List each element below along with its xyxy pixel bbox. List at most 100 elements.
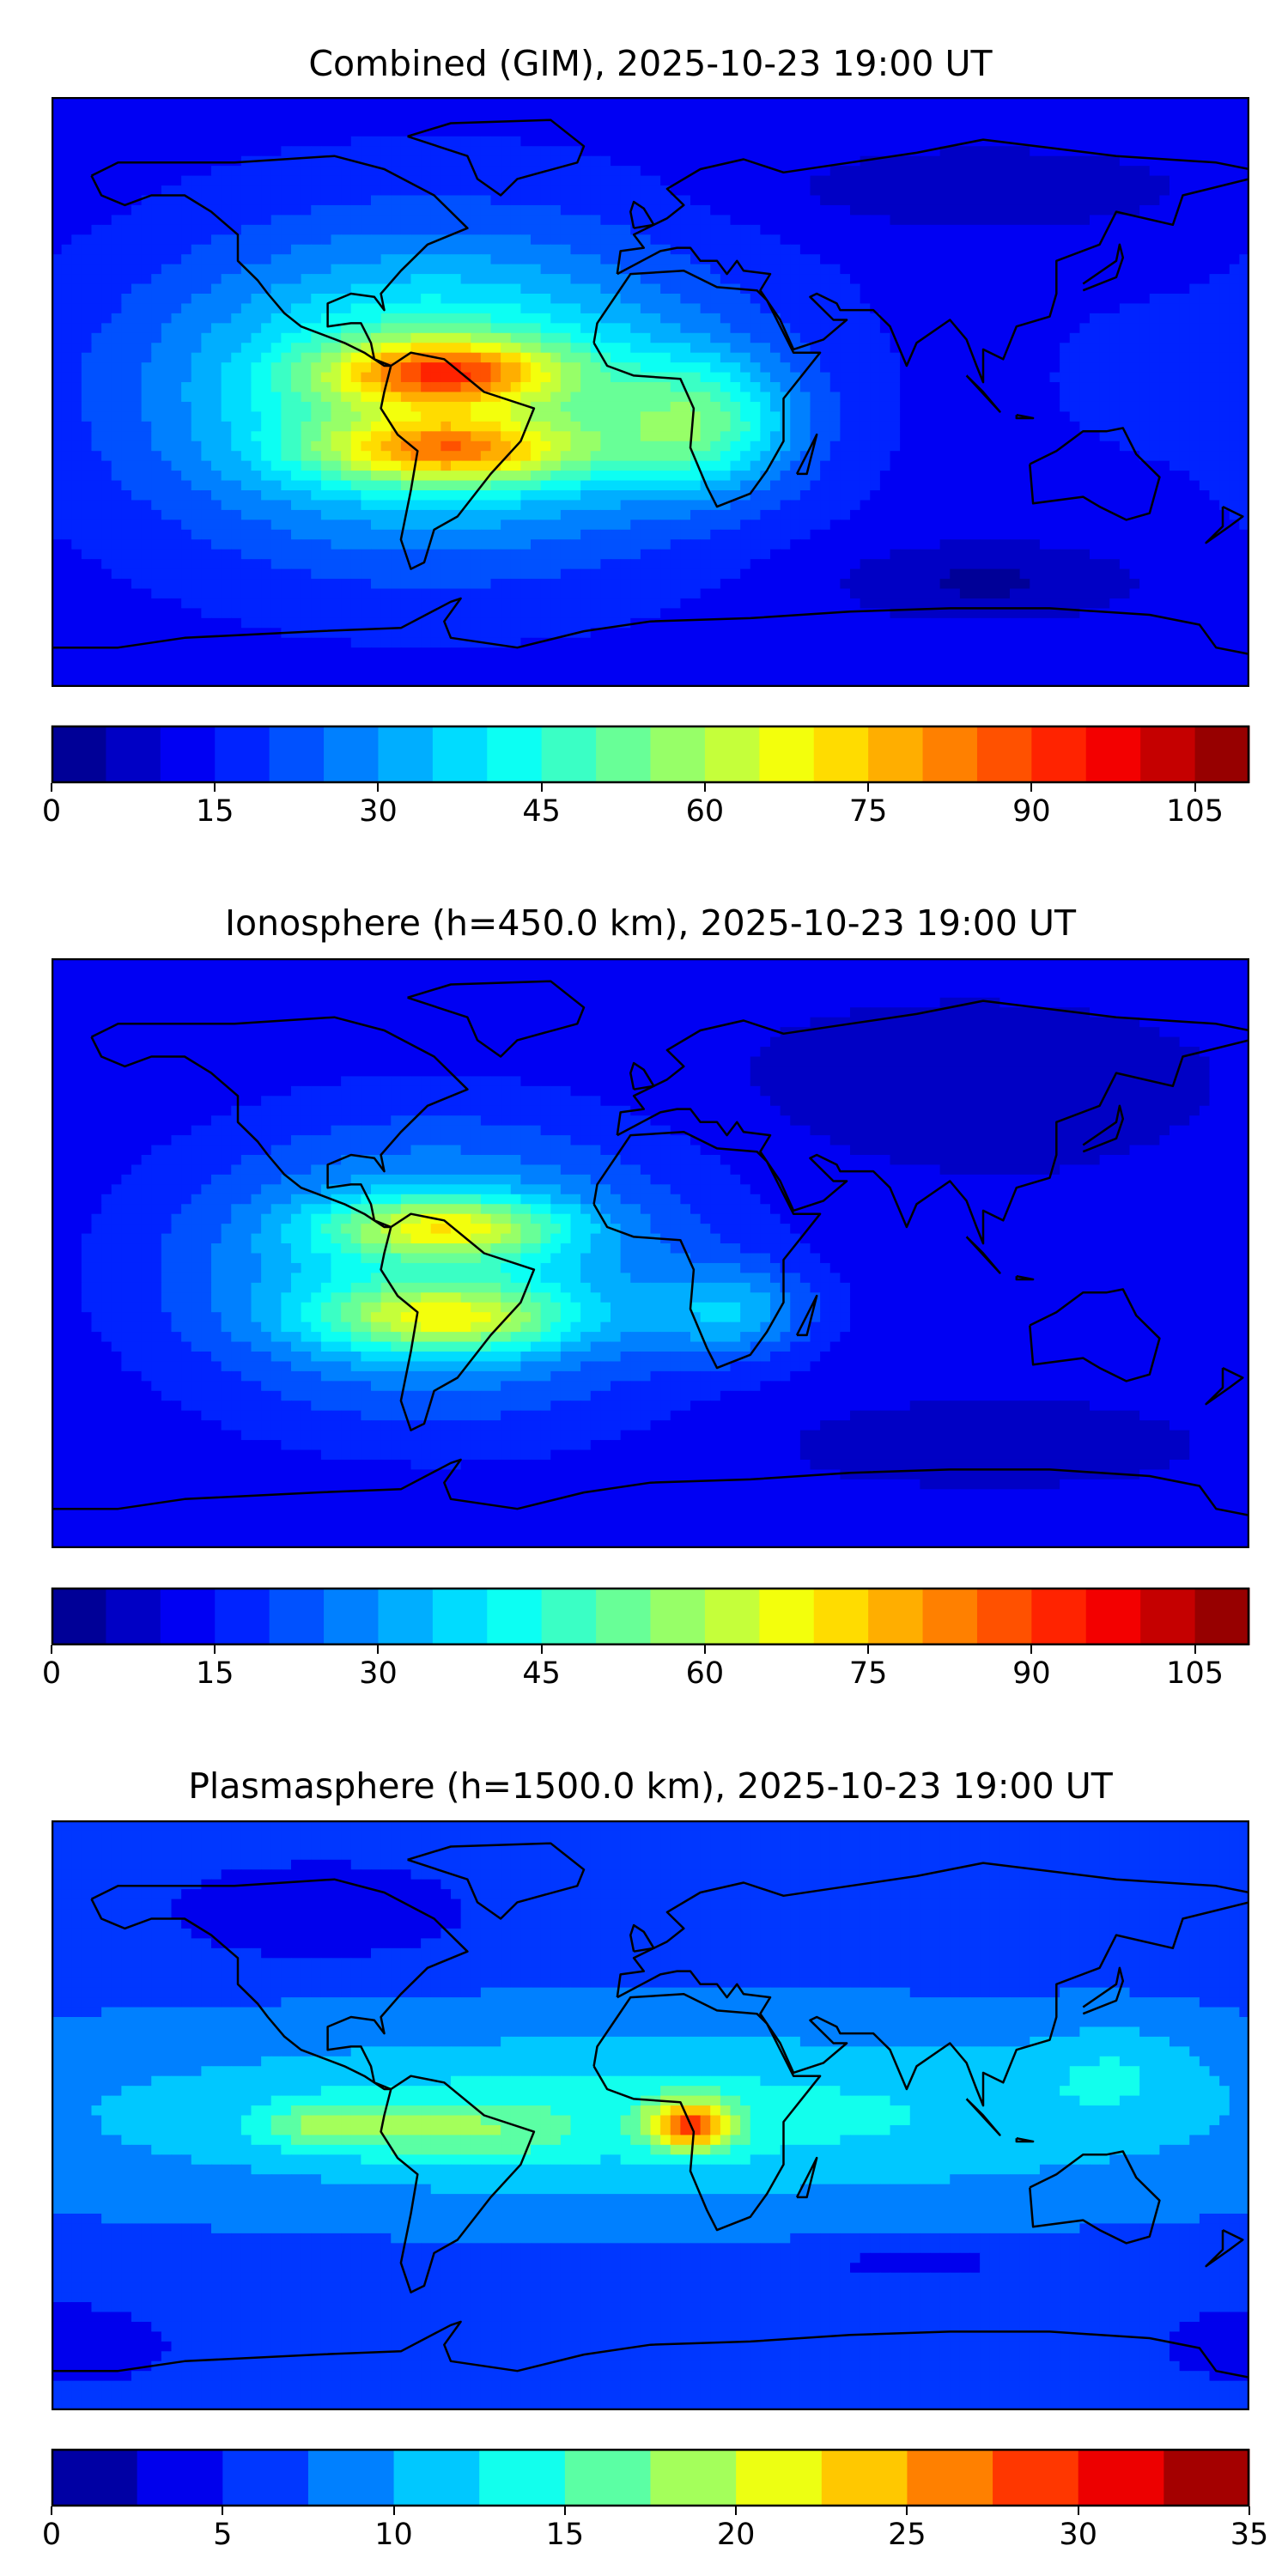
heatmap-cell (341, 431, 352, 442)
heatmap-cell (890, 274, 901, 285)
heatmap-cell (251, 313, 262, 324)
heatmap-cell (1170, 283, 1181, 295)
heatmap-cell (799, 500, 811, 511)
heatmap-cell (1199, 175, 1211, 186)
heatmap-cell (531, 234, 542, 246)
heatmap-cell (1049, 204, 1060, 216)
heatmap-cell (480, 401, 492, 412)
heatmap-cell (909, 254, 920, 265)
heatmap-cell (670, 97, 681, 108)
heatmap-cell (451, 431, 462, 442)
heatmap-cell (161, 460, 173, 471)
heatmap-cell (850, 332, 861, 343)
heatmap-cell (550, 313, 562, 324)
heatmap-cell (770, 146, 781, 157)
heatmap-cell (141, 155, 152, 167)
heatmap-cell (52, 352, 63, 363)
heatmap-cell (380, 185, 392, 197)
heatmap-cell (311, 401, 322, 412)
heatmap-cell (760, 421, 771, 432)
heatmap-cell (221, 166, 232, 177)
heatmap-cell (171, 480, 182, 491)
heatmap-cell (181, 224, 192, 235)
heatmap-cell (191, 264, 202, 275)
heatmap-cell (251, 411, 262, 422)
heatmap-cell (580, 97, 592, 108)
heatmap-cell (600, 500, 611, 511)
heatmap-cell (1119, 116, 1131, 127)
heatmap-cell (560, 382, 572, 393)
heatmap-cell (980, 166, 991, 177)
heatmap-cell (460, 362, 471, 374)
heatmap-cell (391, 116, 402, 127)
heatmap-cell (251, 264, 262, 275)
heatmap-cell (490, 234, 501, 246)
heatmap-cell (790, 411, 801, 422)
heatmap-cell (660, 431, 671, 442)
heatmap-cell (980, 313, 991, 324)
heatmap-cell (879, 471, 891, 482)
heatmap-cell (451, 254, 462, 265)
heatmap-cell (590, 116, 601, 127)
heatmap-cell (181, 431, 192, 442)
heatmap-cell (580, 490, 592, 501)
heatmap-cell (350, 224, 361, 235)
heatmap-cell (850, 224, 861, 235)
heatmap-cell (1010, 175, 1021, 186)
heatmap-cell (361, 480, 372, 491)
heatmap-cell (350, 362, 361, 374)
heatmap-cell (680, 215, 691, 226)
heatmap-cell (151, 490, 162, 501)
heatmap-cell (141, 382, 152, 393)
heatmap-cell (920, 274, 931, 285)
heatmap-cell (221, 401, 232, 412)
heatmap-cell (670, 195, 681, 206)
heatmap-cell (61, 471, 72, 482)
heatmap-cell (211, 471, 222, 482)
heatmap-cell (410, 431, 422, 442)
heatmap-cell (1239, 382, 1249, 393)
heatmap-cell (1109, 126, 1121, 137)
heatmap-cell (451, 440, 462, 452)
heatmap-cell (820, 392, 831, 403)
heatmap-cell (131, 204, 143, 216)
heatmap-cell (101, 332, 112, 343)
heatmap-cell (850, 471, 861, 482)
heatmap-cell (710, 303, 721, 314)
heatmap-cell (201, 155, 212, 167)
heatmap-cell (1049, 431, 1060, 442)
heatmap-cell (620, 490, 631, 501)
heatmap-cell (760, 244, 771, 255)
heatmap-cell (161, 224, 173, 235)
heatmap-cell (1079, 264, 1091, 275)
heatmap-cell (430, 392, 441, 403)
heatmap-cell (630, 451, 641, 462)
heatmap-cell (1179, 362, 1190, 374)
heatmap-cell (201, 392, 212, 403)
heatmap-cell (371, 440, 382, 452)
heatmap-cell (261, 303, 272, 314)
heatmap-cell (291, 332, 302, 343)
heatmap-cell (1049, 352, 1060, 363)
heatmap-cell (630, 146, 641, 157)
heatmap-cell (660, 204, 671, 216)
heatmap-cell (231, 126, 242, 137)
heatmap-cell (331, 471, 342, 482)
heatmap-cell (141, 244, 152, 255)
heatmap-cell (1129, 440, 1140, 452)
heatmap-cell (490, 362, 501, 374)
heatmap-cell (550, 97, 562, 108)
heatmap-cell (1090, 126, 1101, 137)
heatmap-cell (371, 480, 382, 491)
heatmap-cell (550, 352, 562, 363)
heatmap-cell (111, 185, 122, 197)
heatmap-cell (799, 166, 811, 177)
heatmap-cell (291, 451, 302, 462)
heatmap-cell (211, 411, 222, 422)
heatmap-cell (670, 294, 681, 305)
heatmap-cell (720, 234, 732, 246)
heatmap-cell (181, 323, 192, 334)
heatmap-cell (920, 175, 931, 186)
heatmap-cell (850, 136, 861, 147)
heatmap-cell (61, 490, 72, 501)
